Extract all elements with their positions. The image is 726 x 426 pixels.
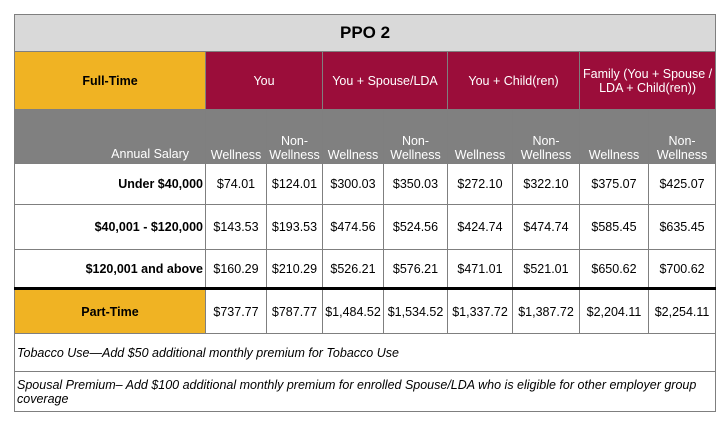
rate-cell: $471.01 <box>447 249 513 289</box>
group-header: Family (You + Spouse / LDA + Child(ren)) <box>578 51 717 110</box>
row-label: Under $40,000 <box>14 163 206 205</box>
note: Tobacco Use—Add $50 additional monthly p… <box>13 333 717 372</box>
annual-salary-label: Annual Salary <box>14 109 206 164</box>
part-time-label: Part-Time <box>14 287 206 334</box>
rate-cell: $1,337.72 <box>447 287 513 334</box>
rate-cell: $521.01 <box>512 249 580 289</box>
table-row: Spousal Premium– Add $100 additional mon… <box>13 371 717 412</box>
rate-cell: $272.10 <box>447 163 513 205</box>
rate-cell: $322.10 <box>512 163 580 205</box>
rate-cell: $700.62 <box>647 249 717 289</box>
note: Spousal Premium– Add $100 additional mon… <box>13 371 717 412</box>
rate-cell: $2,254.11 <box>647 287 717 334</box>
column-header: Wellness <box>447 109 513 164</box>
rate-cell: $585.45 <box>579 204 649 250</box>
rate-cell: $787.77 <box>266 287 323 334</box>
rate-cell: $375.07 <box>579 163 649 205</box>
row-label: $40,001 - $120,000 <box>14 204 206 250</box>
table-row: Annual Salary Wellness Non-Wellness Wellnes… <box>14 109 717 164</box>
group-header: You + Spouse/LDA <box>322 51 448 110</box>
rate-cell: $524.56 <box>383 204 448 250</box>
group-header: You + Child(ren) <box>447 51 580 110</box>
rate-cell: $74.01 <box>205 163 267 205</box>
column-header: Wellness <box>579 109 649 164</box>
rate-cell: $425.07 <box>647 163 717 205</box>
column-header: Wellness <box>322 109 384 164</box>
column-header: Non-Wellness <box>647 109 717 164</box>
rate-cell: $143.53 <box>205 204 267 250</box>
table-row: $40,001 - $120,000 $143.53 $193.53 $474.56 $… <box>14 204 717 250</box>
rate-table: PPO 2 Full-Time You You + Spouse/LDA You + C… <box>13 14 717 412</box>
table-row: Tobacco Use—Add $50 additional monthly p… <box>13 333 717 372</box>
rate-cell: $474.74 <box>512 204 580 250</box>
rate-cell: $1,484.52 <box>322 287 384 334</box>
rate-cell: $124.01 <box>266 163 323 205</box>
column-header: Non-Wellness <box>383 109 448 164</box>
rate-cell: $210.29 <box>266 249 323 289</box>
table-row: Part-Time $737.77 $787.77 $1,484.52 $1,534.5… <box>14 287 717 334</box>
table-row: $120,001 and above $160.29 $210.29 $526.21 $… <box>14 249 717 289</box>
rate-cell: $1,387.72 <box>512 287 580 334</box>
table-row: PPO 2 <box>13 14 717 52</box>
rate-cell: $350.03 <box>383 163 448 205</box>
column-header: Non-Wellness <box>266 109 323 164</box>
rate-cell: $2,204.11 <box>579 287 649 334</box>
rate-cell: $576.21 <box>383 249 448 289</box>
table-row: Full-Time You You + Spouse/LDA You + Child(… <box>14 51 717 110</box>
rate-cell: $474.56 <box>322 204 384 250</box>
rate-cell: $526.21 <box>322 249 384 289</box>
rate-cell: $300.03 <box>322 163 384 205</box>
column-header: Non-Wellness <box>512 109 580 164</box>
rate-cell: $635.45 <box>647 204 717 250</box>
rate-cell: $737.77 <box>205 287 267 334</box>
table-wrap: PPO 2 Full-Time You You + Spouse/LDA You + C… <box>13 14 717 412</box>
rate-cell: $424.74 <box>447 204 513 250</box>
table-row: Under $40,000 $74.01 $124.01 $300.03 $350.03… <box>14 163 717 205</box>
column-header: Wellness <box>205 109 267 164</box>
rate-cell: $650.62 <box>579 249 649 289</box>
row-label: $120,001 and above <box>14 249 206 289</box>
rate-cell: $1,534.52 <box>383 287 448 334</box>
group-header: You <box>205 51 323 110</box>
rate-cell: $160.29 <box>205 249 267 289</box>
full-time-label: Full-Time <box>14 51 206 110</box>
rate-cell: $193.53 <box>266 204 323 250</box>
table-title: PPO 2 <box>13 14 717 52</box>
